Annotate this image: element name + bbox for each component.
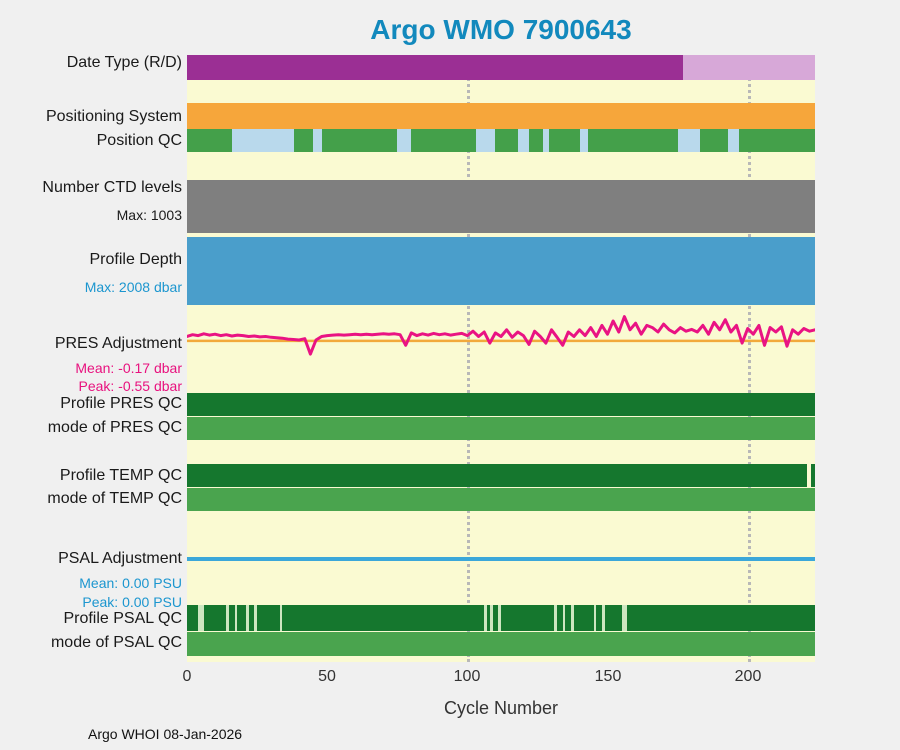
position-qc-segment xyxy=(579,129,588,152)
mode-psal-qc-strip xyxy=(187,632,815,656)
position-qc-segment xyxy=(517,129,530,152)
profile-psal-qc-segment xyxy=(245,605,249,631)
row-label-profile-temp-qc: Profile TEMP QC xyxy=(59,467,182,484)
row-label-mode-temp-qc: mode of TEMP QC xyxy=(47,490,182,507)
row-label-pres-adjustment: PRES Adjustment xyxy=(54,335,182,352)
position-qc-segment xyxy=(543,129,549,152)
row-label-psal-adjustment: PSAL Adjustment xyxy=(58,550,182,567)
profile-psal-qc-segment xyxy=(484,605,487,631)
ctd-levels-max-value: Max: 1003 xyxy=(116,207,182,223)
profile-temp-qc-segment xyxy=(806,464,811,487)
profile-psal-qc-segment xyxy=(593,605,597,631)
row-label-position-qc: Position QC xyxy=(96,132,182,149)
pres-mean-value: Mean: -0.17 dbar xyxy=(75,360,182,376)
row-label-profile-pres-qc: Profile PRES QC xyxy=(60,395,182,412)
profile-psal-qc-segment xyxy=(554,605,558,631)
mode-pres-qc-strip xyxy=(187,417,815,440)
profile-psal-qc-segment xyxy=(234,605,238,631)
profile-psal-qc-segment xyxy=(198,605,204,631)
position-qc-segment xyxy=(475,129,496,152)
x-axis-label: Cycle Number xyxy=(443,698,559,718)
positioning-system-strip xyxy=(187,103,815,129)
profile-depth-max-value: Max: 2008 dbar xyxy=(84,279,182,295)
profile-pres-qc-strip xyxy=(187,393,815,416)
row-label-date-type: Date Type (R/D) xyxy=(66,54,182,71)
profile-psal-qc-segment xyxy=(562,605,566,631)
row-label-profile-psal-qc: Profile PSAL QC xyxy=(63,610,182,627)
position-qc-segment xyxy=(313,129,322,152)
x-tick-0: 0 xyxy=(182,668,192,685)
position-qc-segment xyxy=(728,129,740,152)
profile-temp-qc-strip xyxy=(187,464,815,487)
gridline-cycle-200 xyxy=(748,55,751,662)
plot-area xyxy=(187,55,815,662)
profile-psal-qc-strip xyxy=(187,605,815,631)
profile-psal-qc-segment xyxy=(571,605,574,631)
profile-psal-qc-segment xyxy=(226,605,230,631)
gridline-cycle-100 xyxy=(467,55,470,662)
pres-adjustment-series xyxy=(187,315,815,356)
footer-credit: Argo WHOI 08-Jan-2026 xyxy=(88,726,243,742)
profile-psal-qc-segment xyxy=(601,605,605,631)
psal-mean-value: Mean: 0.00 PSU xyxy=(79,575,182,591)
row-label-mode-psal-qc: mode of PSAL QC xyxy=(50,634,182,651)
profile-depth-bar xyxy=(187,237,815,305)
x-tick-100: 100 xyxy=(453,668,481,685)
profile-psal-qc-segment xyxy=(279,605,283,631)
profile-psal-qc-segment xyxy=(498,605,501,631)
pres-peak-value: Peak: -0.55 dbar xyxy=(78,378,182,394)
profile-psal-qc-segment xyxy=(254,605,258,631)
x-tick-150: 150 xyxy=(594,668,622,685)
position-qc-segment xyxy=(231,129,294,152)
row-label-ctd-levels: Number CTD levels xyxy=(42,179,182,196)
psal-peak-value: Peak: 0.00 PSU xyxy=(82,594,182,610)
x-tick-200: 200 xyxy=(734,668,762,685)
profile-psal-qc-segment xyxy=(621,605,628,631)
position-qc-strip xyxy=(187,129,815,152)
chart-title: Argo WMO 7900643 xyxy=(370,14,632,45)
row-label-positioning: Positioning System xyxy=(45,108,182,125)
ctd-levels-bar xyxy=(187,180,815,233)
mode-temp-qc-strip xyxy=(187,488,815,511)
psal-adjustment-line xyxy=(187,557,815,561)
date-type-segment xyxy=(683,55,815,80)
pres-adjustment-line-chart xyxy=(187,315,815,356)
profile-psal-qc-segment xyxy=(489,605,493,631)
row-label-mode-pres-qc: mode of PRES QC xyxy=(47,419,182,436)
position-qc-segment xyxy=(677,129,701,152)
row-label-profile-depth: Profile Depth xyxy=(89,251,183,268)
x-tick-50: 50 xyxy=(318,668,336,685)
date-type-strip xyxy=(187,55,815,80)
position-qc-segment xyxy=(397,129,412,152)
